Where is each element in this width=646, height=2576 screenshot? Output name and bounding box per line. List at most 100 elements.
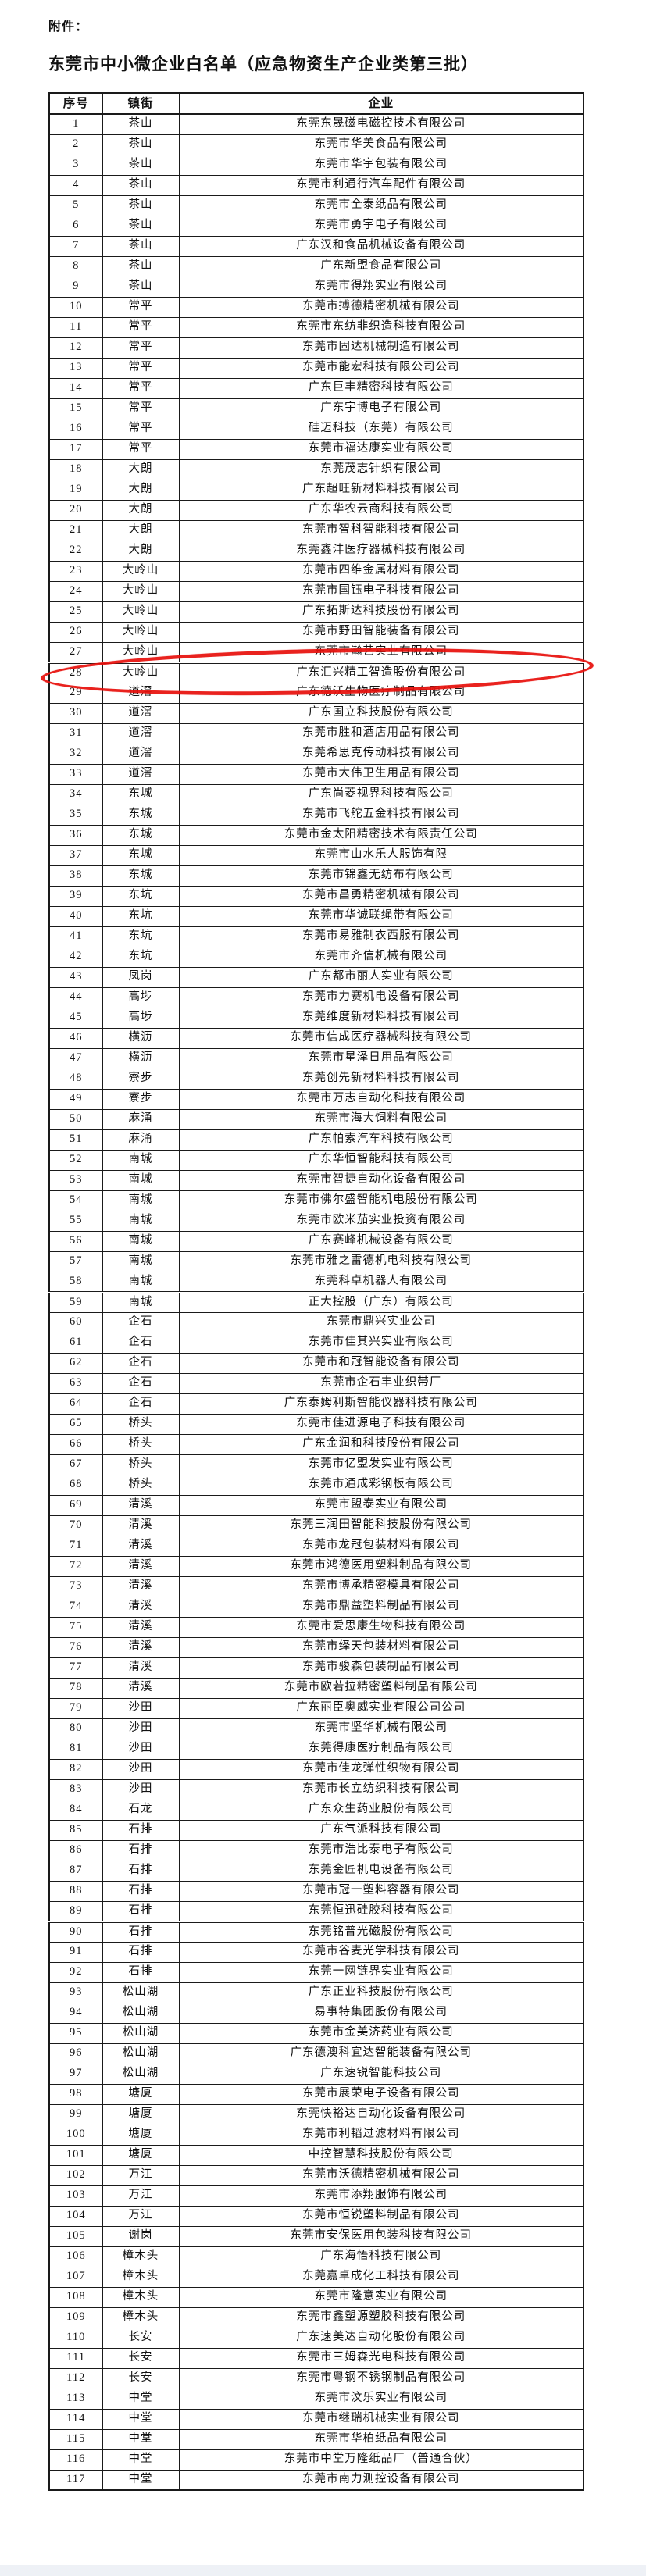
- row-company-cell: 东莞市粤钢不锈钢制品有限公司: [178, 2367, 584, 2389]
- table-row: 84 石龙 广东众生药业股份有限公司: [48, 1799, 584, 1821]
- row-town-cell: 石排: [102, 1880, 180, 1902]
- row-no-cell: 29: [48, 682, 103, 704]
- row-no-cell: 103: [48, 2185, 103, 2207]
- table-row: 61 企石 东莞市佳其兴实业有限公司: [48, 1332, 584, 1354]
- row-town-cell: 樟木头: [102, 2307, 180, 2328]
- row-no-cell: 91: [48, 1941, 103, 1963]
- row-town-cell: 东城: [102, 844, 180, 866]
- row-company-cell: 东莞市四维金属材料有限公司: [178, 560, 584, 582]
- row-company-cell: 东莞铭普光磁股份有限公司: [178, 1920, 584, 1943]
- row-no-cell: 15: [48, 398, 103, 419]
- row-no-cell: 46: [48, 1027, 103, 1049]
- table-row: 38 东城 东莞市锦鑫无纺布有限公司: [48, 865, 584, 887]
- table-row: 82 沙田 东莞市佳龙弹性织物有限公司: [48, 1758, 584, 1780]
- table-row: 51 麻涌 广东帕索汽车科技有限公司: [48, 1129, 584, 1151]
- table-row: 90 石排 东莞铭普光磁股份有限公司: [48, 1920, 584, 1943]
- row-town-cell: 南城: [102, 1210, 180, 1232]
- table-row: 40 东坑 东莞市华诚联绳带有限公司: [48, 905, 584, 927]
- row-no-cell: 2: [48, 134, 103, 155]
- row-no-cell: 52: [48, 1149, 103, 1171]
- row-no-cell: 20: [48, 499, 103, 521]
- column-header-company: 企业: [178, 92, 584, 115]
- row-town-cell: 南城: [102, 1271, 180, 1293]
- row-town-cell: 常平: [102, 438, 180, 460]
- table-row: 96 松山湖 广东德澳科宜达智能装备有限公司: [48, 2043, 584, 2064]
- table-row: 112 长安 东莞市粤钢不锈钢制品有限公司: [48, 2367, 584, 2389]
- row-company-cell: 东莞市鼎兴实业公司: [178, 1311, 584, 1333]
- row-town-cell: 樟木头: [102, 2266, 180, 2288]
- table-row: 21 大朗 东莞市智科智能科技有限公司: [48, 519, 584, 541]
- row-town-cell: 东坑: [102, 885, 180, 907]
- row-no-cell: 71: [48, 1535, 103, 1557]
- table-row: 25 大岭山 广东拓斯达科技股份有限公司: [48, 601, 584, 623]
- row-company-cell: 东莞市信成医疗器械科技有限公司: [178, 1027, 584, 1049]
- row-town-cell: 茶山: [102, 276, 180, 298]
- row-town-cell: 沙田: [102, 1718, 180, 1739]
- row-company-cell: 东莞市佳其兴实业有限公司: [178, 1332, 584, 1354]
- row-company-cell: 东莞市能宏科技有限公司公司: [178, 357, 584, 379]
- table-row: 114 中堂 东莞市继瑞机械实业有限公司: [48, 2408, 584, 2430]
- row-town-cell: 常平: [102, 398, 180, 419]
- row-company-cell: 东莞市力赛机电设备有限公司: [178, 987, 584, 1008]
- row-no-cell: 82: [48, 1758, 103, 1780]
- row-company-cell: 东莞市鸿德医用塑料制品有限公司: [178, 1555, 584, 1577]
- table-row: 43 凤岗 广东都市丽人实业有限公司: [48, 966, 584, 988]
- row-town-cell: 沙田: [102, 1738, 180, 1760]
- table-row: 63 企石 东莞市企石丰业织带厂: [48, 1372, 584, 1394]
- row-town-cell: 企石: [102, 1352, 180, 1374]
- row-town-cell: 道滘: [102, 763, 180, 785]
- table-row: 115 中堂 东莞市华柏纸品有限公司: [48, 2428, 584, 2450]
- table-row: 103 万江 东莞市添翔服饰有限公司: [48, 2185, 584, 2207]
- row-no-cell: 47: [48, 1047, 103, 1069]
- row-no-cell: 33: [48, 763, 103, 785]
- row-no-cell: 83: [48, 1779, 103, 1800]
- row-company-cell: 东莞市飞舵五金科技有限公司: [178, 804, 584, 826]
- table-row: 74 清溪 东莞市鼎益塑料制品有限公司: [48, 1596, 584, 1618]
- row-town-cell: 桥头: [102, 1413, 180, 1435]
- row-town-cell: 东城: [102, 824, 180, 846]
- row-company-cell: 东莞市瀚艺实业有限公司: [178, 641, 584, 663]
- row-company-cell: 东莞市南力测控设备有限公司: [178, 2469, 584, 2491]
- row-no-cell: 109: [48, 2307, 103, 2328]
- row-company-cell: 东莞科卓机器人有限公司: [178, 1271, 584, 1293]
- row-town-cell: 茶山: [102, 194, 180, 216]
- table-row: 3 茶山 东莞市华宇包装有限公司: [48, 154, 584, 176]
- table-row: 9 茶山 东莞市得翔实业有限公司: [48, 276, 584, 298]
- row-company-cell: 东莞市绎天包装材料有限公司: [178, 1636, 584, 1658]
- row-company-cell: 东莞市海大饲料有限公司: [178, 1108, 584, 1130]
- row-company-cell: 东莞市雅之雷德机电科技有限公司: [178, 1251, 584, 1272]
- table-row: 71 清溪 东莞市龙冠包装材料有限公司: [48, 1535, 584, 1557]
- row-town-cell: 常平: [102, 357, 180, 379]
- row-no-cell: 104: [48, 2205, 103, 2227]
- row-company-cell: 东莞市鼎益塑料制品有限公司: [178, 1596, 584, 1618]
- row-no-cell: 23: [48, 560, 103, 582]
- table-row: 111 长安 东莞市三姆森光电科技有限公司: [48, 2347, 584, 2369]
- table-row: 5 茶山 东莞市全泰纸品有限公司: [48, 194, 584, 216]
- row-no-cell: 11: [48, 316, 103, 338]
- attachment-label: 附件：: [48, 20, 89, 34]
- row-no-cell: 42: [48, 946, 103, 968]
- row-no-cell: 60: [48, 1311, 103, 1333]
- row-no-cell: 75: [48, 1616, 103, 1638]
- row-company-cell: 东莞市隆意实业有限公司: [178, 2286, 584, 2308]
- table-header-row: 序号 镇街 企业: [48, 92, 584, 115]
- row-town-cell: 常平: [102, 377, 180, 399]
- row-town-cell: 塘厦: [102, 2103, 180, 2125]
- row-town-cell: 清溪: [102, 1555, 180, 1577]
- row-town-cell: 大岭山: [102, 580, 180, 602]
- row-no-cell: 53: [48, 1169, 103, 1191]
- row-company-cell: 东莞市智科智能科技有限公司: [178, 519, 584, 541]
- row-company-cell: 东莞市汶乐实业有限公司: [178, 2388, 584, 2410]
- row-town-cell: 高埗: [102, 987, 180, 1008]
- table-row: 70 清溪 东莞三润田智能科技股份有限公司: [48, 1515, 584, 1536]
- row-town-cell: 松山湖: [102, 2063, 180, 2085]
- row-no-cell: 49: [48, 1088, 103, 1110]
- table-row: 77 清溪 东莞市骏森包装制品有限公司: [48, 1657, 584, 1679]
- row-no-cell: 18: [48, 458, 103, 480]
- table-row: 72 清溪 东莞市鸿德医用塑料制品有限公司: [48, 1555, 584, 1577]
- row-town-cell: 清溪: [102, 1515, 180, 1536]
- row-no-cell: 106: [48, 2246, 103, 2267]
- row-town-cell: 寮步: [102, 1068, 180, 1090]
- row-town-cell: 长安: [102, 2367, 180, 2389]
